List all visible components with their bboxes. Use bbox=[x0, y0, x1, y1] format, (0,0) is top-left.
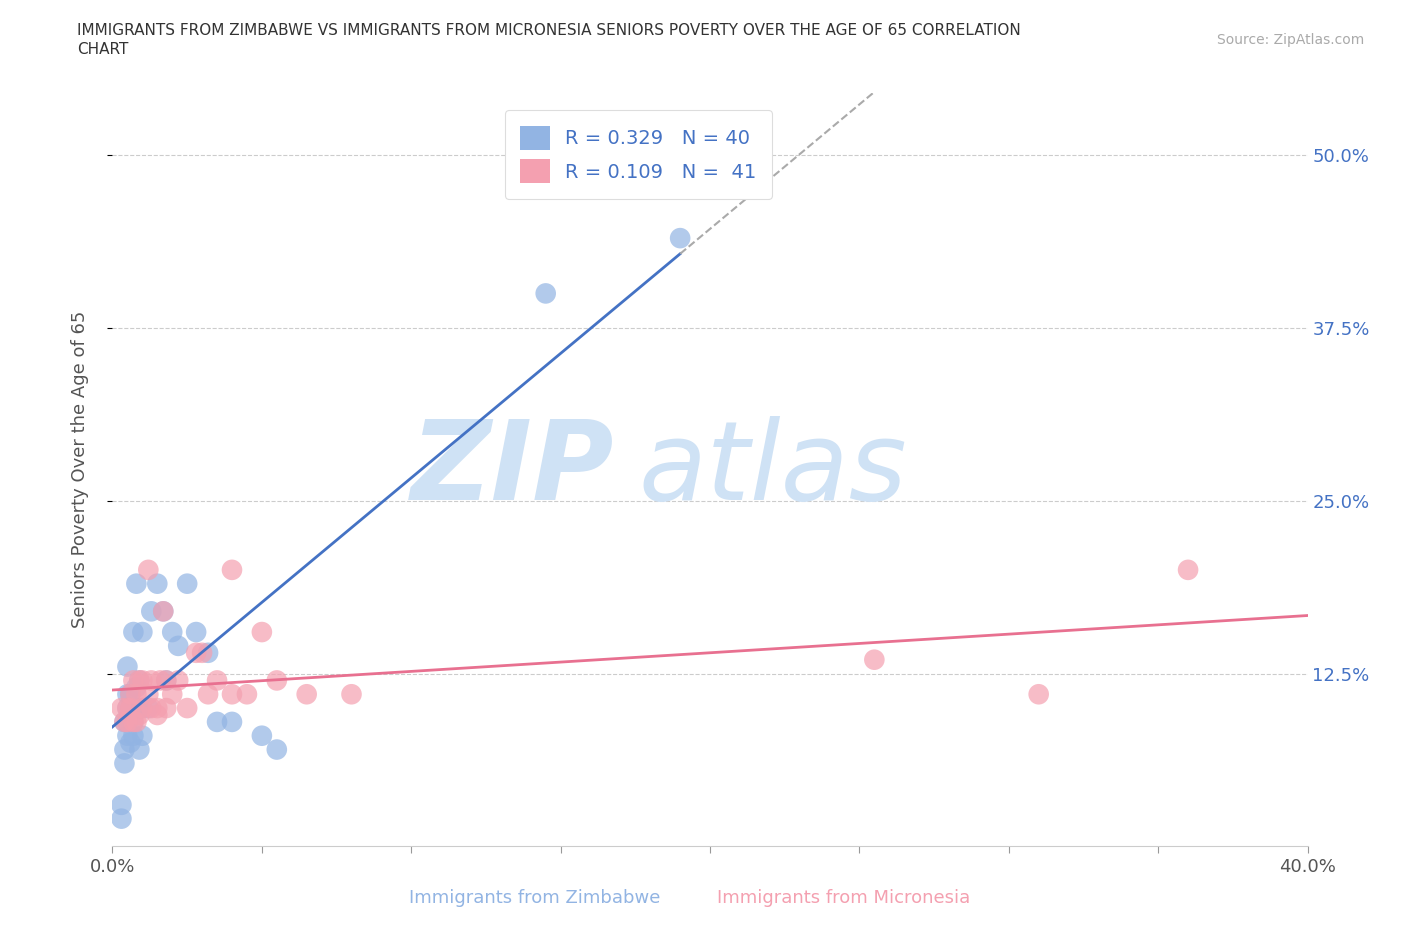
Point bbox=[125, 680, 148, 695]
Point bbox=[236, 687, 259, 702]
Point bbox=[669, 231, 692, 246]
Point bbox=[186, 645, 208, 660]
Point bbox=[176, 700, 198, 715]
Point bbox=[117, 687, 139, 702]
Point bbox=[117, 700, 139, 715]
Point bbox=[120, 687, 142, 702]
Point bbox=[295, 687, 318, 702]
Point bbox=[122, 714, 145, 729]
Point bbox=[114, 756, 135, 771]
Legend: R = 0.329   N = 40, R = 0.109   N =  41: R = 0.329 N = 40, R = 0.109 N = 41 bbox=[505, 111, 772, 198]
Point bbox=[117, 714, 139, 729]
Point bbox=[125, 714, 148, 729]
Point bbox=[110, 811, 132, 826]
Point bbox=[131, 700, 153, 715]
Point bbox=[138, 700, 160, 715]
Point bbox=[162, 687, 183, 702]
Point bbox=[114, 714, 135, 729]
Point bbox=[117, 700, 139, 715]
Point bbox=[117, 714, 139, 729]
Point bbox=[155, 700, 177, 715]
Point bbox=[122, 728, 145, 743]
Point bbox=[110, 797, 132, 812]
Point bbox=[125, 687, 148, 702]
Point bbox=[110, 700, 132, 715]
Point bbox=[266, 742, 288, 757]
Point bbox=[131, 673, 153, 688]
Point bbox=[114, 714, 135, 729]
Point bbox=[340, 687, 363, 702]
Point bbox=[221, 687, 243, 702]
Text: CHART: CHART bbox=[77, 42, 129, 57]
Point bbox=[117, 659, 139, 674]
Point bbox=[221, 563, 243, 578]
Point bbox=[138, 563, 160, 578]
Point bbox=[1028, 687, 1050, 702]
Point bbox=[152, 604, 174, 618]
Point bbox=[114, 742, 135, 757]
Point bbox=[197, 687, 219, 702]
Point bbox=[117, 728, 139, 743]
Text: Immigrants from Micronesia: Immigrants from Micronesia bbox=[717, 889, 970, 907]
Point bbox=[250, 625, 273, 640]
Point bbox=[141, 673, 163, 688]
Point bbox=[120, 700, 142, 715]
Point bbox=[141, 700, 163, 715]
Point bbox=[186, 625, 208, 640]
Point bbox=[155, 673, 177, 688]
Point bbox=[863, 652, 886, 667]
Point bbox=[131, 728, 153, 743]
Point bbox=[125, 700, 148, 715]
Point bbox=[152, 604, 174, 618]
Point bbox=[122, 714, 145, 729]
Text: Immigrants from Zimbabwe: Immigrants from Zimbabwe bbox=[409, 889, 659, 907]
Point bbox=[128, 673, 150, 688]
Text: IMMIGRANTS FROM ZIMBABWE VS IMMIGRANTS FROM MICRONESIA SENIORS POVERTY OVER THE : IMMIGRANTS FROM ZIMBABWE VS IMMIGRANTS F… bbox=[77, 23, 1021, 38]
Point bbox=[221, 714, 243, 729]
Text: atlas: atlas bbox=[638, 416, 907, 524]
Point bbox=[191, 645, 214, 660]
Point bbox=[1177, 563, 1199, 578]
Point bbox=[149, 673, 172, 688]
Point bbox=[146, 708, 169, 723]
Point bbox=[125, 577, 148, 591]
Point bbox=[120, 687, 142, 702]
Point bbox=[146, 577, 169, 591]
Point bbox=[205, 714, 228, 729]
Point bbox=[205, 673, 228, 688]
Point bbox=[141, 604, 163, 618]
Point bbox=[128, 708, 150, 723]
Point bbox=[167, 638, 190, 653]
Point bbox=[162, 625, 183, 640]
Point bbox=[131, 625, 153, 640]
Point bbox=[131, 700, 153, 715]
Point bbox=[250, 728, 273, 743]
Point bbox=[266, 673, 288, 688]
Point bbox=[122, 625, 145, 640]
Text: ZIP: ZIP bbox=[411, 416, 614, 524]
Point bbox=[120, 736, 142, 751]
Point bbox=[534, 286, 557, 301]
Y-axis label: Seniors Poverty Over the Age of 65: Seniors Poverty Over the Age of 65 bbox=[70, 311, 89, 629]
Point bbox=[122, 673, 145, 688]
Point bbox=[155, 673, 177, 688]
Point bbox=[176, 577, 198, 591]
Point bbox=[128, 742, 150, 757]
Point bbox=[146, 700, 169, 715]
Point bbox=[197, 645, 219, 660]
Point bbox=[138, 687, 160, 702]
Text: Source: ZipAtlas.com: Source: ZipAtlas.com bbox=[1216, 33, 1364, 46]
Point bbox=[167, 673, 190, 688]
Point bbox=[120, 700, 142, 715]
Point bbox=[128, 673, 150, 688]
